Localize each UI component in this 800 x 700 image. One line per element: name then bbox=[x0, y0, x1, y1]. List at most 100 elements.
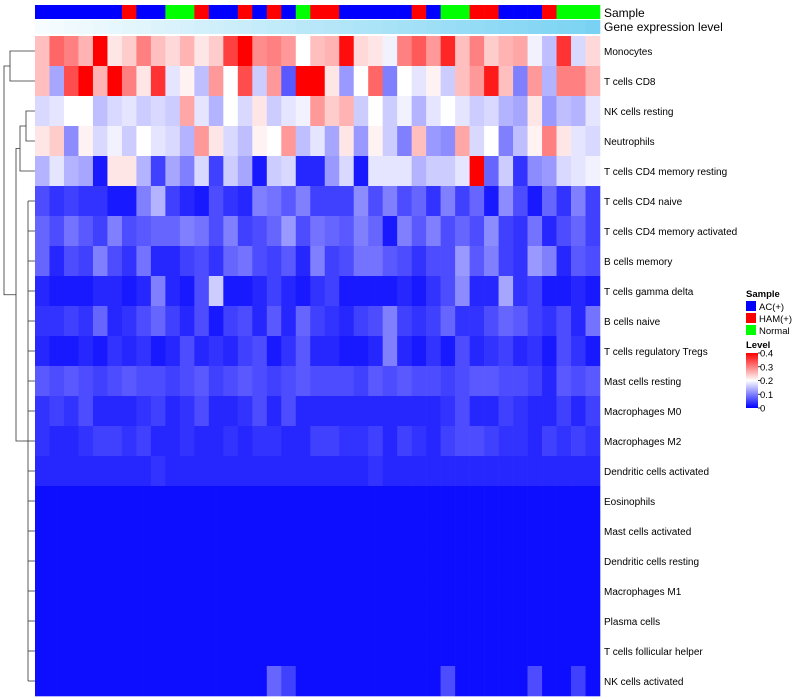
heatmap-cell bbox=[556, 246, 572, 277]
heatmap-cell bbox=[426, 186, 441, 217]
heatmap-cell bbox=[295, 606, 311, 637]
heatmap-cell bbox=[440, 636, 456, 667]
heatmap-cell bbox=[179, 216, 195, 247]
heatmap-cell bbox=[295, 426, 311, 457]
sample-annotation-cell bbox=[339, 5, 355, 19]
heatmap-cell bbox=[136, 186, 152, 217]
heatmap-cell bbox=[266, 666, 282, 697]
heatmap-cell bbox=[324, 216, 340, 247]
heatmap-cell bbox=[252, 306, 268, 337]
heatmap-cell bbox=[92, 246, 108, 277]
heatmap-cell bbox=[266, 126, 282, 157]
heatmap-cell bbox=[49, 426, 65, 457]
heatmap-cell bbox=[252, 546, 268, 577]
heatmap-cell bbox=[455, 156, 470, 187]
heatmap-cell bbox=[107, 456, 123, 487]
heatmap-cell bbox=[324, 606, 340, 637]
sample-annotation-cell bbox=[237, 5, 253, 19]
heatmap-cell bbox=[426, 636, 441, 667]
heatmap-cell bbox=[382, 426, 398, 457]
heatmap-cell bbox=[165, 36, 181, 67]
heatmap-cell bbox=[63, 456, 79, 487]
heatmap-cell bbox=[571, 246, 586, 277]
heatmap-cell bbox=[136, 666, 152, 697]
heatmap-cell bbox=[542, 126, 557, 157]
heatmap-cell bbox=[179, 486, 195, 517]
heatmap-cell bbox=[556, 306, 572, 337]
heatmap-cell bbox=[49, 246, 65, 277]
heatmap-cell bbox=[194, 126, 210, 157]
heatmap-cell bbox=[368, 426, 383, 457]
heatmap-cell bbox=[179, 66, 195, 97]
row-label: B cells memory bbox=[604, 257, 672, 268]
heatmap-cell bbox=[440, 666, 456, 697]
heatmap-cell bbox=[92, 456, 108, 487]
heatmap-cell bbox=[484, 396, 499, 427]
heatmap-cell bbox=[426, 246, 441, 277]
heatmap-cell bbox=[469, 246, 485, 277]
heatmap-cell bbox=[281, 336, 297, 367]
heatmap-cell bbox=[397, 666, 412, 697]
sample-annotation-cell bbox=[411, 5, 427, 19]
heatmap-cell bbox=[339, 216, 355, 247]
heatmap-cell bbox=[411, 396, 427, 427]
heatmap-cell bbox=[150, 66, 166, 97]
heatmap-cell bbox=[49, 606, 65, 637]
heatmap-cell bbox=[455, 366, 470, 397]
heatmap-cell bbox=[179, 576, 195, 607]
heatmap-cell bbox=[179, 636, 195, 667]
heatmap-cell bbox=[397, 456, 412, 487]
heatmap-cell bbox=[49, 546, 65, 577]
heatmap-cell bbox=[78, 636, 94, 667]
heatmap-cell bbox=[310, 36, 326, 67]
heatmap-cell bbox=[498, 276, 514, 307]
heatmap-cell bbox=[484, 216, 499, 247]
heatmap-cell bbox=[63, 546, 79, 577]
heatmap-cell bbox=[35, 96, 50, 127]
gene-expression-annotation-label: Gene expression level bbox=[604, 20, 723, 34]
heatmap-cell bbox=[484, 66, 499, 97]
heatmap-cell bbox=[527, 456, 543, 487]
gene-expression-annotation-cell bbox=[92, 20, 108, 34]
heatmap-cell bbox=[411, 276, 427, 307]
heatmap-cell bbox=[35, 486, 50, 517]
level-tick-label: 0.4 bbox=[760, 349, 773, 360]
heatmap-cell bbox=[556, 216, 572, 247]
heatmap-cell bbox=[469, 486, 485, 517]
heatmap-cell bbox=[556, 486, 572, 517]
heatmap-cell bbox=[324, 516, 340, 547]
sample-annotation-cell bbox=[63, 5, 79, 19]
heatmap-cell bbox=[92, 546, 108, 577]
heatmap-cell bbox=[498, 456, 514, 487]
sample-annotation-cell bbox=[252, 5, 268, 19]
heatmap-cell bbox=[527, 306, 543, 337]
heatmap-cell bbox=[426, 66, 441, 97]
heatmap-cell bbox=[92, 426, 108, 457]
heatmap-cell bbox=[513, 96, 528, 127]
heatmap-cell bbox=[136, 336, 152, 367]
heatmap-cell bbox=[527, 96, 543, 127]
heatmap-cell bbox=[585, 576, 601, 607]
heatmap-cell bbox=[513, 366, 528, 397]
heatmap-cell bbox=[368, 96, 383, 127]
heatmap-cell bbox=[281, 486, 297, 517]
heatmap-cell bbox=[411, 126, 427, 157]
heatmap-cell bbox=[426, 156, 441, 187]
heatmap-cell bbox=[542, 396, 557, 427]
heatmap-cell bbox=[310, 516, 326, 547]
heatmap-cell bbox=[469, 366, 485, 397]
heatmap-cell bbox=[295, 546, 311, 577]
gene-expression-annotation-cell bbox=[237, 20, 253, 34]
heatmap-cell bbox=[208, 606, 224, 637]
sample-annotation-cell bbox=[281, 5, 297, 19]
heatmap-cell bbox=[527, 366, 543, 397]
heatmap-cell bbox=[78, 216, 94, 247]
row-label: B cells naive bbox=[604, 317, 661, 328]
heatmap-cell bbox=[295, 246, 311, 277]
heatmap-cell bbox=[121, 216, 137, 247]
heatmap-cell bbox=[78, 276, 94, 307]
sample-annotation-cell bbox=[440, 5, 456, 19]
heatmap-cell bbox=[310, 126, 326, 157]
heatmap-cell bbox=[252, 396, 268, 427]
heatmap-cell bbox=[179, 606, 195, 637]
